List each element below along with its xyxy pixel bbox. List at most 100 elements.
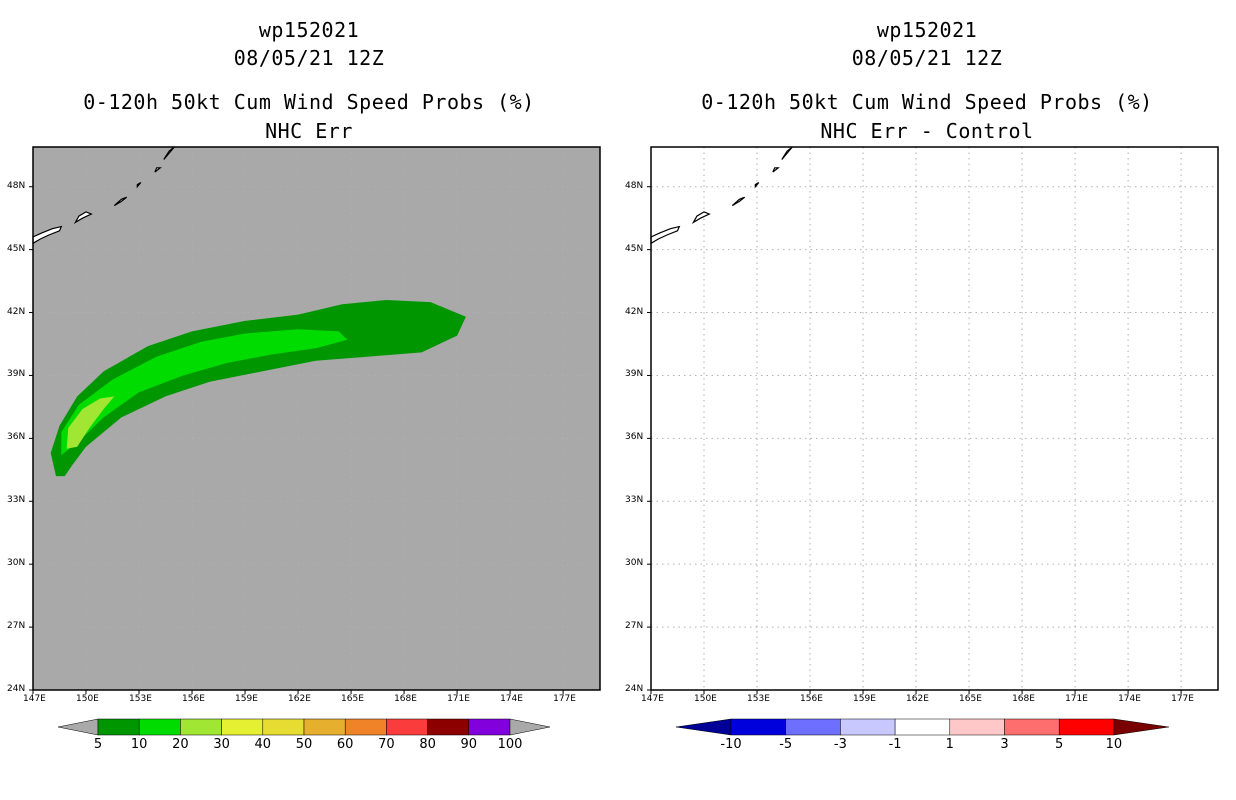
right-title-subtitle: NHC Err - Control [820, 119, 1034, 143]
right-coastline-island [731, 196, 746, 207]
left-lon-label: 177E [553, 694, 576, 704]
left-colorbar-label: 60 [336, 737, 354, 752]
left-map-background [33, 147, 600, 690]
right-colorbar-label: -1 [888, 737, 902, 752]
right-coastline-island [754, 181, 760, 189]
left-lon-label: 153E [129, 694, 152, 704]
left-lon-label: 165E [341, 694, 364, 704]
right-colorbar-label: -10 [720, 737, 742, 752]
right-colorbar-under-arrow [675, 718, 732, 736]
right-lon-label: 165E [959, 694, 982, 704]
right-title-date: 08/05/21 12Z [851, 46, 1003, 70]
left-colorbar-label: 80 [419, 737, 436, 752]
right-lat-label: 36N [625, 432, 644, 443]
right-lon-label: 147E [641, 694, 664, 704]
left-map-frame [32, 146, 601, 691]
left-colorbar-label: 5 [93, 737, 103, 752]
right-lat-label: 33N [625, 495, 644, 506]
left-coastline-island [154, 167, 162, 173]
right-colorbar-swatch [1004, 718, 1060, 736]
right-coastline-island [691, 211, 711, 225]
left-title-product: 0-120h 50kt Cum Wind Speed Probs (%) [83, 90, 535, 114]
right-lat-label: 24N [625, 684, 644, 694]
left-colorbar-label: 30 [213, 737, 230, 752]
left-lon-label: 174E [500, 694, 523, 704]
right-lat-label: 27N [625, 621, 644, 632]
right-lon-label: 171E [1065, 694, 1088, 704]
left-lon-label: 171E [447, 694, 470, 704]
left-lon-label: 159E [235, 694, 258, 704]
right-title-storm: wp152021 [876, 18, 978, 42]
right-lat-label: 42N [625, 306, 644, 317]
right-lon-label: 177E [1171, 694, 1194, 704]
right-colorbar-label: -5 [779, 737, 793, 752]
left-colorbar-label: 40 [254, 737, 272, 752]
left-lat-label: 42N [7, 306, 26, 317]
right-colorbar-swatch [730, 718, 786, 736]
right-map-frame [650, 146, 1219, 691]
left-lat-label: 45N [7, 243, 26, 254]
left-coastline-island [136, 181, 142, 189]
left-prob-contour-20 [66, 396, 115, 449]
right-map-background [651, 147, 1218, 690]
right-colorbar-over-arrow [1113, 718, 1169, 736]
left-lat-label: 30N [7, 558, 26, 569]
left-colorbar-label: 70 [378, 737, 395, 752]
right-colorbar-label: 10 [1105, 737, 1123, 752]
right-lon-label: 159E [853, 694, 876, 704]
left-lat-label: 33N [7, 495, 26, 506]
left-title-subtitle: NHC Err [265, 119, 353, 143]
left-lat-label: 48N [7, 180, 26, 191]
right-colorbar-swatch [785, 718, 841, 736]
right-colorbar-label: 3 [1000, 737, 1009, 752]
right-lon-label: 168E [1012, 694, 1035, 704]
left-lon-label: 150E [76, 694, 99, 704]
right-colorbar-swatch [840, 718, 896, 736]
left-colorbar-label: 90 [460, 737, 478, 752]
left-lon-label: 162E [288, 694, 311, 704]
right-lat-label: 30N [625, 558, 644, 569]
left-colorbar-over-arrow [509, 718, 551, 736]
left-colorbar-label: 50 [295, 737, 313, 752]
left-lon-label: 147E [23, 694, 46, 704]
right-colorbar-swatch [949, 718, 1005, 736]
right-lat-label: 45N [625, 243, 644, 254]
right-lat-label: 39N [625, 369, 644, 380]
right-colorbar-label: -3 [833, 737, 847, 752]
right-lon-label: 153E [747, 694, 770, 704]
right-lon-label: 150E [694, 694, 717, 704]
right-lon-label: 174E [1118, 694, 1141, 704]
left-lat-label: 27N [7, 621, 26, 632]
right-colorbar-label: 5 [1055, 737, 1064, 752]
left-coastline-island [113, 196, 128, 207]
right-lon-label: 156E [800, 694, 823, 704]
left-lon-label: 156E [182, 694, 205, 704]
left-colorbar-label: 100 [497, 737, 523, 752]
right-coastline-island [650, 225, 681, 245]
left-coastline-island [32, 225, 63, 245]
left-coastline-island [73, 211, 93, 225]
left-colorbar-label: 10 [130, 737, 148, 752]
left-prob-contour-5 [50, 300, 466, 477]
right-colorbar-label: 1 [945, 737, 954, 752]
left-lon-label: 168E [394, 694, 417, 704]
left-lat-label: 39N [7, 369, 26, 380]
left-title-date: 08/05/21 12Z [233, 46, 385, 70]
right-lon-label: 162E [906, 694, 929, 704]
left-title-storm: wp152021 [258, 18, 360, 42]
right-colorbar-swatch [894, 718, 951, 736]
right-coastline-island [772, 167, 780, 173]
left-colorbar-label: 20 [172, 737, 189, 752]
left-lat-label: 24N [7, 684, 26, 694]
left-lat-label: 36N [7, 432, 26, 443]
right-title-product: 0-120h 50kt Cum Wind Speed Probs (%) [701, 90, 1153, 114]
left-map-panel: 147E 150E 153E 156E 159E 162E 165E 168E 171E 174E… [7, 146, 601, 704]
left-prob-contour-10 [61, 329, 348, 456]
right-lat-label: 48N [625, 180, 644, 191]
right-colorbar-swatch [1058, 718, 1115, 736]
